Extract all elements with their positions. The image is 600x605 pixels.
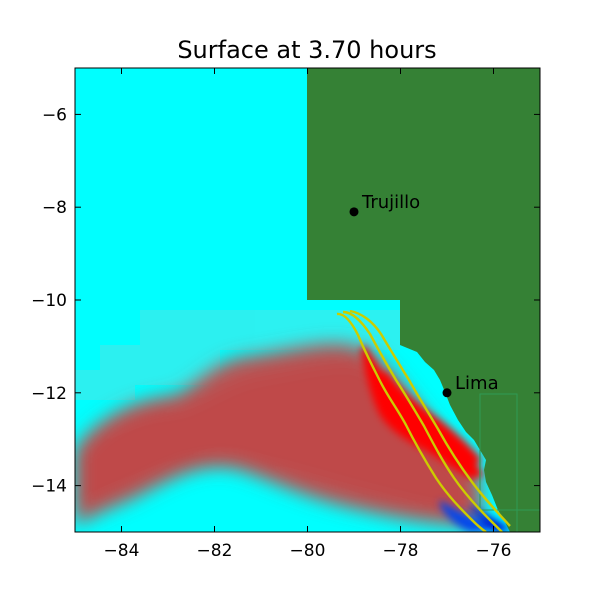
x-tick-label: −82 [197, 541, 233, 561]
y-tick-label: −10 [31, 291, 67, 311]
place-dot [442, 388, 452, 398]
y-axis: −14 −12 −10 −8 −6 [31, 105, 540, 497]
grid-boxes [479, 393, 540, 532]
land-mass [307, 68, 540, 532]
y-tick-label: −14 [31, 477, 67, 497]
plot-area [75, 68, 540, 532]
chart-title: Surface at 3.70 hours [177, 36, 436, 64]
y-tick-label: −12 [31, 384, 67, 404]
place-label: Lima [455, 373, 499, 394]
contour-lines [336, 309, 511, 532]
place-markers: Trujillo Lima [349, 192, 499, 398]
x-tick-label: −76 [476, 541, 512, 561]
x-axis: −84 −82 −80 −78 −76 [104, 68, 512, 561]
place-dot [349, 207, 359, 217]
y-tick-label: −6 [42, 105, 67, 125]
x-tick-label: −78 [383, 541, 419, 561]
x-tick-label: −84 [104, 541, 140, 561]
place-label: Trujillo [361, 192, 420, 213]
y-tick-label: −8 [42, 198, 67, 218]
x-tick-label: −80 [290, 541, 326, 561]
